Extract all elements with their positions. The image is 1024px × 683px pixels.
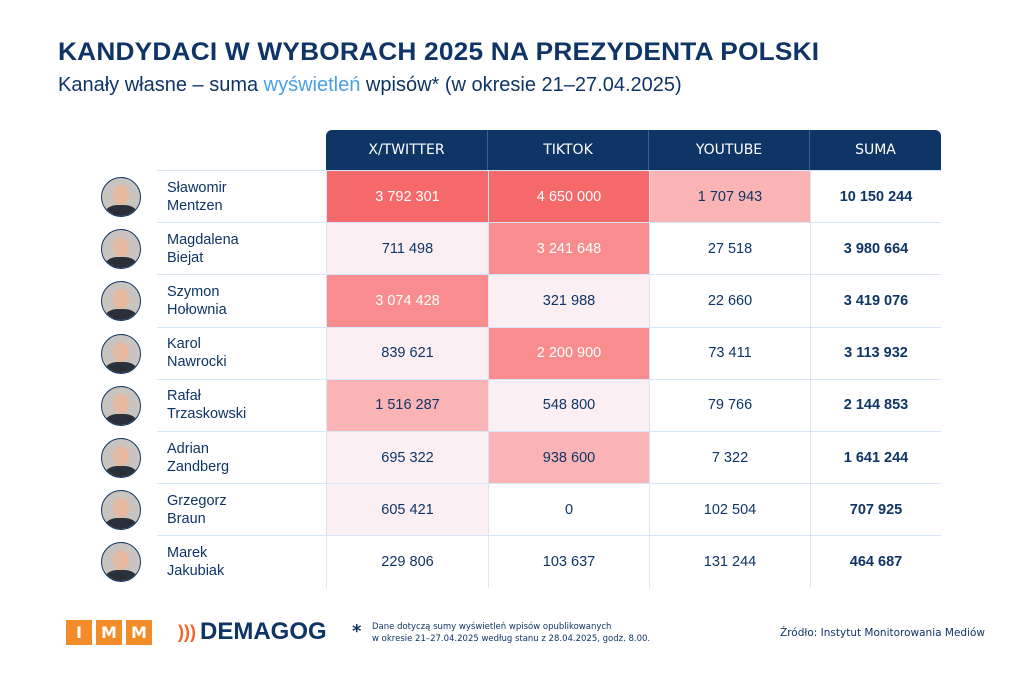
cell-youtube: 73 411 [649,327,810,379]
cell-youtube: 7 322 [649,431,810,484]
cell-sum: 3 980 664 [810,223,941,275]
cell-sum: 1 641 244 [810,431,941,484]
demagog-logo: ))) DEMAGOG [178,618,327,646]
candidate-name: Sławomir Mentzen [157,171,326,222]
table-row: Karol Nawrocki 839 621 2 200 900 73 411 3… [101,326,941,379]
candidate-name: Karol Nawrocki [157,328,326,379]
first-name: Rafał [167,388,201,405]
cell-youtube: 102 504 [649,484,810,536]
candidate-name: Rafał Trzaskowski [157,380,326,431]
candidate-photo [101,281,141,322]
candidate-name: Adrian Zandberg [157,432,326,483]
last-name: Trzaskowski [167,406,247,423]
cell-twitter: 229 806 [326,536,488,588]
last-name: Mentzen [167,197,223,214]
source-text: Źródło: Instytut Monitorowania Mediów [780,627,986,639]
first-name: Szymon [167,283,220,300]
cell-sum: 464 687 [810,536,941,588]
header-twitter: X/TWITTER [326,130,488,170]
cell-tiktok: 548 800 [488,379,649,431]
cell-twitter: 1 516 287 [326,379,488,431]
candidate-photo [101,229,141,270]
subtitle-highlight: wyświetleń [263,74,361,96]
page-title: KANDYDACI W WYBORACH 2025 NA PREZYDENTA … [58,38,820,66]
last-name: Jakubiak [167,562,225,579]
cell-tiktok: 321 988 [488,275,649,327]
demagog-logo-text: DEMAGOG [199,618,327,645]
table-header: X/TWITTER TIKTOK YOUTUBE SUMA [326,130,941,170]
cell-youtube: 131 244 [649,536,810,588]
cell-twitter: 839 621 [326,327,488,379]
footnote: Dane dotyczą sumy wyświetleń wpisów opub… [372,621,672,645]
table-row: Sławomir Mentzen 3 792 301 4 650 000 1 70… [101,170,941,223]
candidate-name: Grzegorz Braun [157,484,326,535]
cell-sum: 3 419 076 [810,275,941,327]
table-row: Marek Jakubiak 229 806 103 637 131 244 46… [101,535,941,588]
candidate-name: Szymon Hołownia [157,275,326,326]
first-name: Marek [167,544,208,561]
cell-tiktok: 4 650 000 [488,171,649,223]
header-tiktok: TIKTOK [488,130,649,170]
footnote-asterisk: * [352,621,362,642]
candidate-photo [101,385,141,426]
cell-twitter: 605 421 [326,484,488,536]
subtitle-text: Kanały własne – suma [58,74,264,96]
cell-youtube: 27 518 [649,223,810,275]
cell-twitter: 695 322 [326,431,488,484]
cell-twitter: 3 792 301 [326,171,488,223]
header-youtube: YOUTUBE [649,130,810,170]
last-name: Nawrocki [167,354,227,371]
first-name: Adrian [167,440,209,457]
candidate-name: Marek Jakubiak [157,536,326,587]
first-name: Grzegorz [167,492,227,509]
first-name: Sławomir [167,179,227,196]
candidate-photo [101,437,141,478]
candidate-photo [101,542,141,583]
cell-youtube: 22 660 [649,275,810,327]
cell-sum: 3 113 932 [810,327,941,379]
last-name: Biejat [167,249,204,266]
cell-sum: 707 925 [810,484,941,536]
imm-logo-letter: M [126,620,152,645]
cell-youtube: 79 766 [649,379,810,431]
last-name: Zandberg [167,458,230,475]
last-name: Braun [167,510,206,527]
table-row: Grzegorz Braun 605 421 0 102 504 707 925 [101,483,941,536]
header-sum: SUMA [855,142,896,158]
table-row: Magdalena Biejat 711 498 3 241 648 27 518… [101,222,941,275]
first-name: Magdalena [167,231,239,248]
table-body: Sławomir Mentzen 3 792 301 4 650 000 1 70… [101,170,941,588]
cell-twitter: 3 074 428 [326,275,488,327]
cell-tiktok: 0 [488,484,649,536]
table-row: Szymon Hołownia 3 074 428 321 988 22 660 … [101,274,941,327]
last-name: Hołownia [167,301,227,318]
footnote-line: w okresie 21–27.04.2025 według stanu z 2… [372,634,651,644]
candidate-name: Magdalena Biejat [157,223,326,274]
cell-tiktok: 103 637 [488,536,649,588]
candidate-photo [101,333,141,374]
cell-tiktok: 2 200 900 [488,327,649,379]
candidate-photo [101,490,141,531]
footnote-line: Dane dotyczą sumy wyświetleń wpisów opub… [372,622,612,632]
cell-sum: 10 150 244 [810,171,941,223]
table-row: Adrian Zandberg 695 322 938 600 7 322 1 6… [101,430,941,484]
candidate-photo [101,177,141,217]
imm-logo-letter: M [96,620,122,645]
first-name: Karol [167,336,201,353]
cell-tiktok: 3 241 648 [488,223,649,275]
cell-tiktok: 938 600 [488,431,649,484]
imm-logo-letter: I [66,620,92,645]
page-subtitle: Kanały własne – suma wyświetleń wpisów* … [58,74,682,97]
signal-icon: ))) [178,621,196,642]
cell-youtube: 1 707 943 [649,171,810,223]
cell-twitter: 711 498 [326,223,488,275]
subtitle-text-end: wpisów* (w okresie 21–27.04.2025) [360,74,682,96]
imm-logo: I M M [66,620,152,645]
cell-sum: 2 144 853 [810,379,941,431]
table-row: Rafał Trzaskowski 1 516 287 548 800 79 76… [101,378,941,431]
